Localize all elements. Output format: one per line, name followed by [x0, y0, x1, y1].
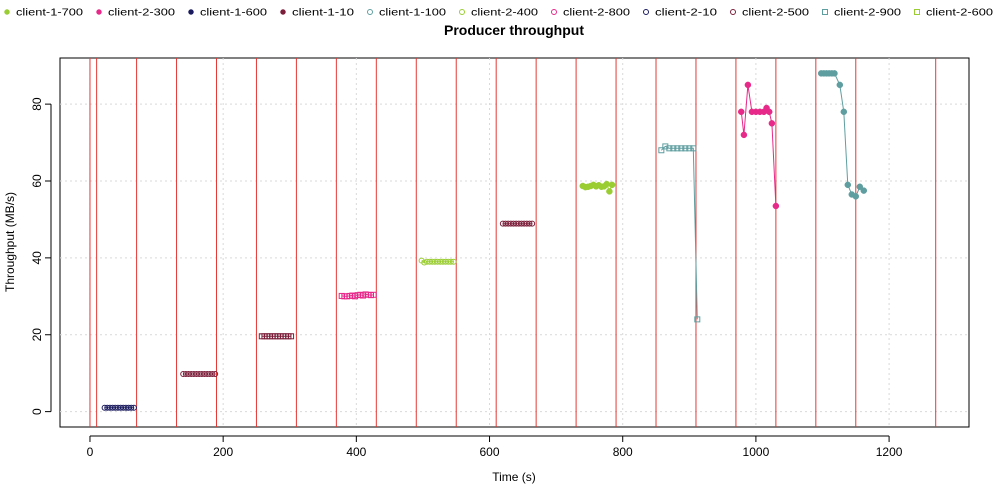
data-point [772, 202, 780, 210]
data-point [209, 370, 216, 377]
data-point [529, 220, 536, 227]
data-point [690, 145, 697, 152]
legend-symbol [367, 9, 373, 15]
data-point [856, 183, 864, 191]
y-tick-label: 60 [30, 174, 44, 188]
x-tick-label: 1000 [743, 445, 770, 459]
legend-symbol [459, 9, 465, 15]
x-tick-label: 600 [480, 445, 500, 459]
legend-symbol [822, 9, 828, 15]
legend-symbol [914, 9, 920, 15]
x-axis-label: Time (s) [492, 470, 536, 484]
legend: client-1-700 client-2-300 client-1-600 clie… [4, 8, 994, 19]
y-tick-label: 80 [30, 97, 44, 111]
data-points [101, 70, 868, 411]
y-axis: 0 20 40 60 80 [30, 97, 52, 415]
data-point [658, 147, 665, 154]
x-tick-label: 800 [613, 445, 633, 459]
data-point [686, 145, 693, 152]
x-tick-label: 1200 [876, 445, 903, 459]
data-point [450, 258, 457, 265]
data-point [860, 187, 868, 194]
legend-label: client-1-100 [379, 8, 447, 19]
data-point [744, 81, 752, 89]
y-tick-label: 20 [30, 328, 44, 342]
y-axis-label: Throughput (MB/s) [3, 192, 17, 292]
legend-symbol [551, 9, 557, 15]
data-point [608, 181, 616, 189]
legend-label: client-2-10 [655, 8, 718, 19]
data-point [682, 145, 689, 152]
legend-label: client-2-800 [563, 8, 631, 19]
data-point [447, 258, 454, 265]
data-point [606, 188, 613, 195]
data-point [288, 333, 295, 340]
data-point [678, 145, 685, 152]
legend-symbol [643, 9, 649, 15]
legend-symbol [280, 9, 286, 15]
x-tick-label: 0 [87, 445, 94, 459]
legend-symbol [730, 9, 736, 15]
data-point [840, 108, 848, 116]
legend-label: client-2-900 [834, 8, 902, 19]
vertical-markers [89, 58, 937, 427]
data-point [370, 291, 377, 298]
data-point [603, 180, 610, 188]
legend-symbol [96, 9, 102, 15]
data-point [212, 370, 219, 377]
data-point [836, 81, 844, 89]
data-point [852, 193, 860, 200]
data-point [666, 145, 673, 152]
data-point [526, 220, 533, 227]
data-point [738, 108, 745, 116]
legend-label: client-1-700 [16, 8, 84, 19]
data-point [670, 145, 677, 152]
data-point [694, 316, 701, 323]
legend-symbol [4, 9, 10, 15]
legend-symbol [188, 9, 194, 15]
legend-label: client-2-600 [926, 8, 994, 19]
x-tick-label: 200 [213, 445, 233, 459]
data-point [831, 70, 838, 77]
x-tick-label: 400 [346, 445, 366, 459]
legend-label: client-2-500 [742, 8, 810, 19]
data-point [130, 404, 137, 411]
data-point [768, 120, 776, 127]
legend-label: client-2-400 [471, 8, 539, 19]
data-point [128, 404, 135, 411]
data-point [740, 131, 748, 139]
plot-area [59, 57, 970, 428]
data-point [662, 143, 669, 150]
data-point [674, 145, 681, 152]
y-tick-label: 0 [30, 408, 44, 415]
legend-label: client-1-10 [292, 8, 355, 19]
x-axis: 0 200 400 600 800 1000 1200 [87, 435, 903, 459]
y-tick-label: 40 [30, 251, 44, 265]
data-point [765, 108, 773, 116]
legend-label: client-2-300 [108, 8, 176, 19]
data-point [844, 181, 852, 189]
chart-title: Producer throughput [444, 22, 584, 38]
legend-label: client-1-600 [200, 8, 268, 19]
